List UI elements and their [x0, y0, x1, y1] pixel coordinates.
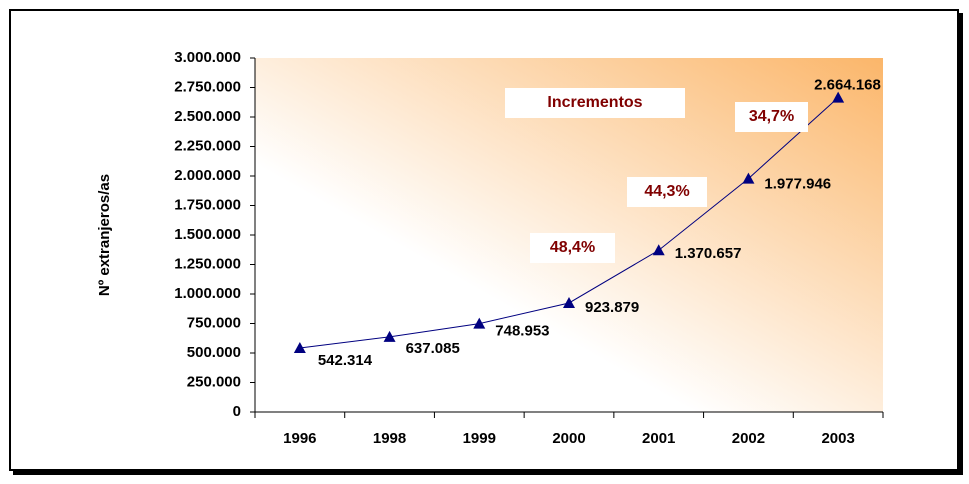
- data-label: 637.085: [406, 340, 460, 357]
- marker: [832, 91, 845, 103]
- annotation: 48,4%: [550, 239, 595, 256]
- x-tick-label: 1996: [283, 430, 316, 447]
- marker: [742, 172, 755, 184]
- annotation-box: [735, 102, 808, 132]
- y-tick-label: 3.000.000: [174, 49, 241, 66]
- annotation-box: [505, 88, 685, 118]
- y-tick-label: 2.250.000: [174, 137, 241, 154]
- y-tick-label: 1.500.000: [174, 226, 241, 243]
- marker: [652, 244, 665, 256]
- y-axis-title: Nº extranjeros/as: [96, 174, 113, 296]
- data-label: 923.879: [585, 299, 639, 316]
- data-label: 542.314: [318, 352, 373, 369]
- x-tick-label: 2003: [821, 430, 854, 447]
- y-tick-label: 1.750.000: [174, 196, 241, 213]
- x-tick-label: 1999: [463, 430, 496, 447]
- annotation-box: [530, 233, 615, 263]
- y-tick-label: 1.000.000: [174, 285, 241, 302]
- data-label: 748.953: [495, 323, 549, 340]
- x-tick-label: 2001: [642, 430, 675, 447]
- data-label: 1.977.946: [764, 176, 831, 193]
- marker: [563, 296, 575, 308]
- x-tick-label: 1998: [373, 430, 406, 447]
- marker: [293, 342, 306, 354]
- y-tick-label: 500.000: [187, 344, 241, 361]
- y-tick-label: 2.000.000: [174, 167, 241, 184]
- y-tick-label: 0: [233, 403, 241, 420]
- data-label: 2.664.168: [814, 77, 881, 94]
- y-tick-label: 1.250.000: [174, 255, 241, 272]
- annotation: 44,3%: [644, 183, 689, 200]
- annotation: Incrementos: [547, 94, 642, 111]
- y-tick-label: 250.000: [187, 373, 241, 390]
- marker: [473, 317, 486, 329]
- x-tick-label: 2002: [732, 430, 765, 447]
- marker: [383, 330, 396, 342]
- data-label: 1.370.657: [675, 245, 742, 262]
- x-tick-label: 2000: [552, 430, 585, 447]
- annotation-box: [627, 177, 707, 207]
- y-tick-label: 2.500.000: [174, 108, 241, 125]
- y-tick-label: 2.750.000: [174, 78, 241, 95]
- annotation: 34,7%: [749, 108, 794, 125]
- y-tick-label: 750.000: [187, 314, 241, 331]
